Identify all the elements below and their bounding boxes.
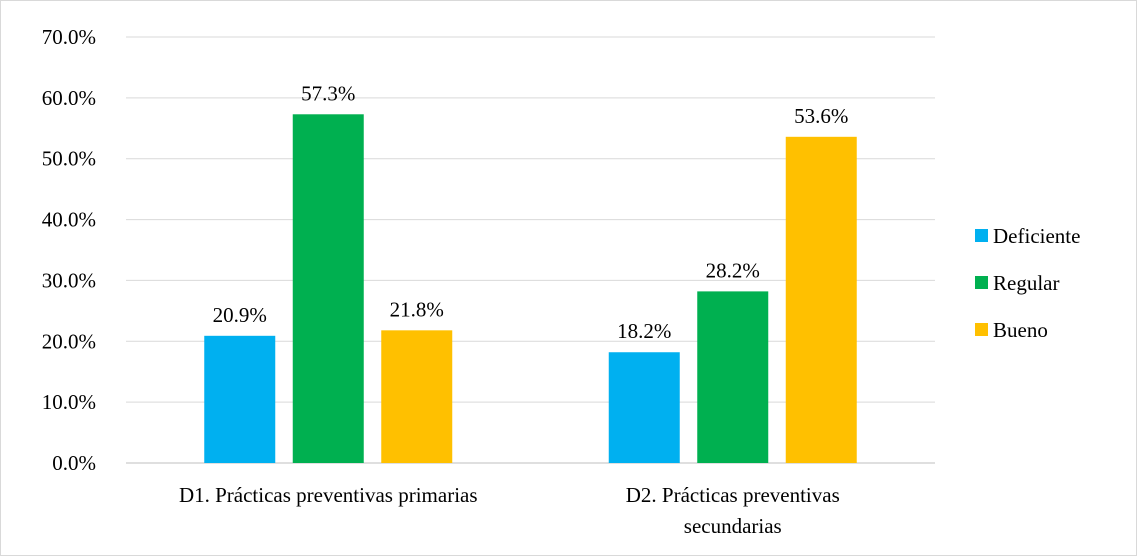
legend-swatch-bueno [975, 323, 988, 336]
bar-deficiente [608, 352, 680, 463]
legend-label-regular: Regular [993, 271, 1059, 295]
bar-bueno [785, 136, 857, 463]
data-labels: 20.9% 57.3% 21.8% 18.2% 28.2% 53.6% [213, 81, 849, 343]
data-label: 28.2% [706, 258, 760, 282]
y-axis: 0.0% 10.0% 20.0% 30.0% 40.0% 50.0% 60.0% 70.0% [42, 25, 96, 475]
bar-bueno [381, 330, 453, 463]
y-tick-label: 40.0% [42, 208, 96, 232]
x-tick-label: D1. Prácticas preventivas primarias [179, 483, 478, 507]
legend-label-deficiente: Deficiente [993, 224, 1080, 248]
x-tick-label: secundarias [684, 514, 782, 538]
data-label: 21.8% [390, 297, 444, 321]
y-tick-label: 0.0% [52, 451, 96, 475]
bar-deficiente [204, 335, 276, 463]
legend-swatch-regular [975, 276, 988, 289]
y-tick-label: 10.0% [42, 390, 96, 414]
y-tick-label: 30.0% [42, 268, 96, 292]
data-label: 20.9% [213, 303, 267, 327]
bars [204, 114, 857, 463]
y-tick-label: 20.0% [42, 329, 96, 353]
data-label: 57.3% [301, 81, 355, 105]
legend-swatch-deficiente [975, 229, 988, 242]
data-label: 18.2% [617, 319, 671, 343]
legend-label-bueno: Bueno [993, 318, 1048, 342]
y-tick-label: 60.0% [42, 86, 96, 110]
x-axis: D1. Prácticas preventivas primarias D2. P… [179, 483, 840, 538]
data-label: 53.6% [794, 104, 848, 128]
x-tick-label: D2. Prácticas preventivas [626, 483, 840, 507]
y-tick-label: 50.0% [42, 147, 96, 171]
legend: Deficiente Regular Bueno [975, 224, 1080, 342]
y-tick-label: 70.0% [42, 25, 96, 49]
bar-regular [292, 114, 364, 463]
bar-regular [697, 291, 769, 463]
